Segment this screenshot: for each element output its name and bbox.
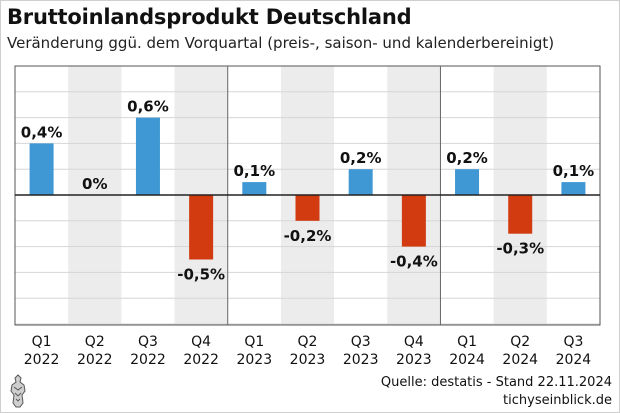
value-label: -0,3%: [496, 240, 544, 258]
value-label: -0,2%: [284, 227, 332, 245]
x-tick-label-year: 2022: [130, 352, 166, 368]
x-tick-label-year: 2023: [343, 352, 379, 368]
bar-q4-2023: [401, 195, 426, 247]
value-label: 0,1%: [553, 162, 595, 180]
x-tick-label-quarter: Q1: [457, 334, 477, 350]
eagle-logo-icon: [10, 374, 26, 408]
x-tick-label-year: 2023: [290, 352, 326, 368]
bar-q1-2023: [242, 182, 267, 195]
value-label: 0,2%: [446, 149, 488, 167]
bar-q3-2024: [561, 182, 586, 195]
x-tick-label-quarter: Q3: [138, 334, 158, 350]
value-label: 0,1%: [234, 162, 276, 180]
bar-q2-2024: [508, 195, 533, 234]
x-tick-label-year: 2023: [236, 352, 272, 368]
x-tick-label-year: 2024: [449, 352, 485, 368]
value-label: 0,6%: [127, 98, 169, 116]
x-tick-label-year: 2024: [502, 352, 538, 368]
value-label: -0,4%: [390, 253, 438, 271]
x-tick-label-year: 2022: [183, 352, 219, 368]
x-tick-label-quarter: Q2: [298, 334, 318, 350]
x-tick-label-year: 2022: [24, 352, 60, 368]
x-tick-label-quarter: Q2: [510, 334, 530, 350]
x-tick-label-quarter: Q2: [85, 334, 105, 350]
chart-subtitle: Veränderung ggü. dem Vorquartal (preis-,…: [7, 34, 555, 52]
x-tick-label-year: 2022: [77, 352, 113, 368]
chart-title: Bruttoinlandsprodukt Deutschland: [7, 5, 412, 29]
x-tick-label-year: 2024: [556, 352, 592, 368]
brand-credit: tichyseinblick.de: [503, 393, 612, 408]
bar-q4-2022: [189, 195, 214, 260]
x-tick-label-quarter: Q4: [191, 334, 211, 350]
bar-q3-2023: [348, 169, 373, 195]
x-tick-label-quarter: Q1: [32, 334, 52, 350]
bar-q2-2023: [295, 195, 320, 221]
value-label: -0,5%: [177, 266, 225, 284]
bar-q3-2022: [135, 117, 160, 195]
x-tick-label-year: 2023: [396, 352, 432, 368]
value-label: 0%: [82, 175, 107, 193]
x-tick-label-quarter: Q4: [404, 334, 424, 350]
value-label: 0,4%: [21, 123, 63, 141]
value-label: 0,2%: [340, 149, 382, 167]
x-tick-label-quarter: Q3: [563, 334, 583, 350]
x-tick-label-quarter: Q1: [244, 334, 264, 350]
source-note: Quelle: destatis - Stand 22.11.2024: [380, 375, 612, 390]
bar-q1-2024: [455, 169, 480, 195]
bar-q1-2022: [29, 143, 54, 195]
x-tick-label-quarter: Q3: [351, 334, 371, 350]
